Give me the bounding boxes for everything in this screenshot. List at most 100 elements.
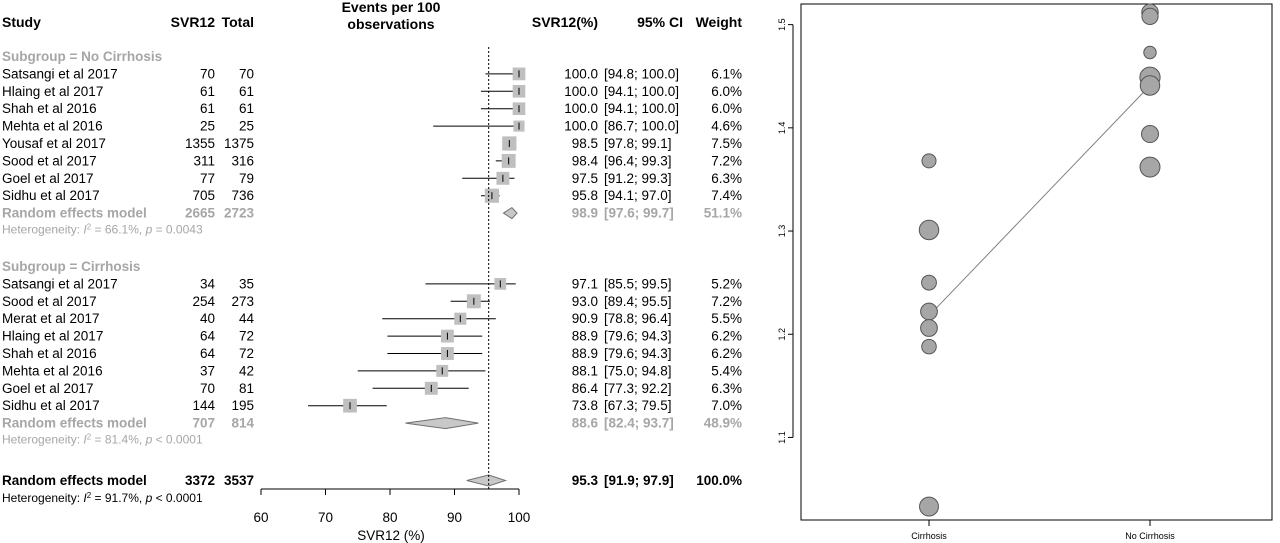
- point-cirrhosis-1: [921, 153, 937, 169]
- group-cirrhosis-study-7-total: 81: [239, 381, 254, 396]
- group-cirrhosis-study-6-total: 42: [239, 363, 254, 378]
- x-category-label-2: No Cirrhosis: [1125, 531, 1175, 541]
- group-no-cirrhosis-heterogeneity: Heterogeneity: I2 = 66.1%, p = 0.0043: [2, 222, 203, 237]
- x-tick-label-100: 100: [508, 510, 531, 525]
- forest-plot: Study SVR12 Total Events per 100observation…: [2, 0, 742, 543]
- group-no-cirrhosis-heterogeneity-part: = 0.0043: [152, 223, 203, 237]
- group-cirrhosis-study-6-svr12: 37: [200, 363, 215, 378]
- group-cirrhosis-study-1-total: 35: [239, 276, 254, 291]
- overall-diamond: [466, 474, 508, 487]
- group-no-cirrhosis-pooled-ci: [97.6; 99.7]: [604, 206, 674, 221]
- x-tick-label-70: 70: [318, 510, 333, 525]
- group-cirrhosis-pooled-total: 814: [231, 416, 254, 431]
- group-cirrhosis-study-1-ci: [85.5; 99.5]: [604, 276, 672, 291]
- group-no-cirrhosis-study-4-name: Mehta et al 2016: [2, 119, 103, 134]
- group-cirrhosis-study-5-svr12: 64: [200, 346, 216, 361]
- point-cirrhosis-5: [920, 319, 938, 337]
- group-no-cirrhosis-study-2-total: 61: [239, 84, 254, 99]
- group-no-cirrhosis-study-3-svr12: 61: [200, 101, 215, 116]
- group-cirrhosis-study-8-name: Sidhu et al 2017: [2, 398, 100, 413]
- overall-heterogeneity-part: p: [145, 491, 153, 505]
- group-cirrhosis-study-2-ci: [89.4; 95.5]: [604, 294, 672, 309]
- group-cirrhosis-pooled-name: Random effects model: [2, 416, 147, 431]
- group-no-cirrhosis-study-4-svr12: 25: [200, 119, 215, 134]
- y-tick-label-1.5: 1.5: [777, 18, 787, 31]
- group-cirrhosis-study-6-ci: [75.0; 94.8]: [604, 363, 672, 378]
- group-no-cirrhosis-pooled-diamond: [502, 206, 518, 220]
- group-no-cirrhosis-study-2-svr12: 61: [200, 84, 215, 99]
- group-no-cirrhosis-study-1-svr12: 70: [200, 66, 215, 81]
- group-no-cirrhosis-pooled-total: 2723: [224, 206, 255, 221]
- group-no-cirrhosis-study-6-weight: 7.2%: [711, 153, 742, 168]
- point-cirrhosis-2: [918, 219, 940, 241]
- group-cirrhosis-study-2-est: 93.0: [572, 294, 598, 309]
- group-no-cirrhosis-study-5-total: 1375: [224, 136, 254, 151]
- group-no-cirrhosis-study-4-est: 100.0: [564, 119, 598, 134]
- group-no-cirrhosis-study-4-weight: 4.6%: [711, 119, 742, 134]
- group-cirrhosis-study-6-weight: 5.4%: [711, 363, 742, 378]
- group-no-cirrhosis-heterogeneity-part: Heterogeneity:: [2, 223, 83, 237]
- group-no-cirrhosis-study-7-name: Goel et al 2017: [2, 171, 94, 186]
- group-cirrhosis-heterogeneity-part: I: [83, 433, 87, 447]
- point-no-cirrhosis-6: [1140, 125, 1160, 144]
- group-cirrhosis-study-2-weight: 7.2%: [711, 294, 742, 309]
- group-no-cirrhosis-study-8-name: Sidhu et al 2017: [2, 188, 100, 203]
- group-cirrhosis-study-4-est: 88.9: [572, 329, 598, 344]
- y-tick-label-1.4: 1.4: [777, 122, 787, 135]
- overall-heterogeneity-part: Heterogeneity:: [2, 491, 83, 505]
- group-no-cirrhosis-study-6-svr12: 311: [193, 153, 215, 168]
- group-cirrhosis-pooled-diamond: [405, 417, 479, 430]
- group-cirrhosis-study-5-weight: 6.2%: [711, 346, 742, 361]
- header-ci: 95% CI: [637, 14, 683, 30]
- group-no-cirrhosis-study-7-svr12: 77: [200, 171, 215, 186]
- group-no-cirrhosis-pooled-est: 98.9: [572, 206, 598, 221]
- group-no-cirrhosis-study-1-total: 70: [239, 66, 254, 81]
- group-cirrhosis-heterogeneity-part: = 81.4%,: [91, 433, 145, 447]
- group-no-cirrhosis-heterogeneity-part: I: [83, 223, 87, 237]
- group-no-cirrhosis-study-5-ci: [97.8; 99.1]: [604, 136, 672, 151]
- group-no-cirrhosis-study-8-total: 736: [231, 188, 254, 203]
- x-tick-label-80: 80: [382, 510, 397, 525]
- point-cirrhosis-7: [919, 496, 939, 517]
- group-no-cirrhosis-study-8-ci: [94.1; 97.0]: [604, 188, 672, 203]
- point-no-cirrhosis-5: [1139, 75, 1161, 96]
- point-cirrhosis-4: [920, 302, 938, 321]
- group-no-cirrhosis-study-4-total: 25: [239, 119, 254, 134]
- group-cirrhosis-pooled-svr12: 707: [192, 416, 215, 431]
- overall-heterogeneity-part: < 0.0001: [152, 491, 203, 505]
- group-cirrhosis-study-5-name: Shah et al 2016: [2, 346, 97, 361]
- group-no-cirrhosis-study-3-ci: [94.1; 100.0]: [604, 101, 679, 116]
- y-tick-label-1.2: 1.2: [777, 328, 787, 341]
- group-cirrhosis-study-3-name: Merat et al 2017: [2, 311, 100, 326]
- group-no-cirrhosis-study-6-ci: [96.4; 99.3]: [604, 153, 672, 168]
- group-no-cirrhosis-heterogeneity-part: = 66.1%,: [91, 223, 145, 237]
- overall-heterogeneity-part: 2: [87, 491, 92, 500]
- y-tick-label-1.1: 1.1: [777, 431, 787, 444]
- group-cirrhosis-study-7-svr12: 70: [200, 381, 215, 396]
- group-cirrhosis-heterogeneity-part: Heterogeneity:: [2, 433, 83, 447]
- group-no-cirrhosis-study-2-est: 100.0: [564, 84, 598, 99]
- group-cirrhosis-study-7-ci: [77.3; 92.2]: [604, 381, 672, 396]
- group-cirrhosis-study-3-weight: 5.5%: [711, 311, 742, 326]
- group-no-cirrhosis-study-6-est: 98.4: [572, 153, 599, 168]
- group-cirrhosis-heterogeneity: Heterogeneity: I2 = 81.4%, p < 0.0001: [2, 432, 203, 447]
- group-cirrhosis-label: Subgroup = Cirrhosis: [2, 259, 140, 274]
- group-cirrhosis-study-7-est: 86.4: [572, 381, 599, 396]
- group-cirrhosis-study-7-weight: 6.3%: [711, 381, 742, 396]
- group-no-cirrhosis-study-2-name: Hlaing et al 2017: [2, 84, 103, 99]
- group-cirrhosis-study-4-total: 72: [239, 329, 254, 344]
- plot-frame: [800, 3, 1273, 521]
- group-no-cirrhosis-pooled-name: Random effects model: [2, 206, 147, 221]
- x-tick-label-90: 90: [447, 510, 462, 525]
- group-no-cirrhosis-study-6-total: 316: [231, 153, 254, 168]
- group-cirrhosis-study-1-name: Satsangi et al 2017: [2, 276, 118, 291]
- overall-total: 3537: [224, 473, 254, 488]
- group-no-cirrhosis-study-4-ci: [86.7; 100.0]: [604, 119, 679, 134]
- group-cirrhosis-study-4-name: Hlaing et al 2017: [2, 329, 103, 344]
- group-cirrhosis-study-3-ci: [78.8; 96.4]: [604, 311, 672, 326]
- overall-heterogeneity: Heterogeneity: I2 = 91.7%, p < 0.0001: [2, 491, 203, 506]
- point-no-cirrhosis-2: [1141, 7, 1159, 25]
- group-cirrhosis-study-8-svr12: 144: [192, 398, 215, 413]
- header-svr12: SVR12: [171, 14, 216, 30]
- group-no-cirrhosis-study-1-est: 100.0: [564, 66, 598, 81]
